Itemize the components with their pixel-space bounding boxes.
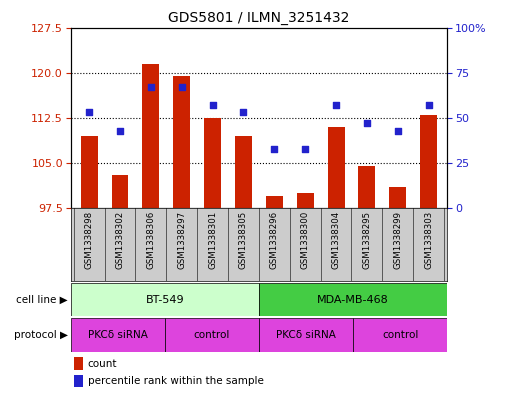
Text: MDA-MB-468: MDA-MB-468 [317, 295, 389, 305]
Point [332, 102, 340, 108]
Point [239, 109, 247, 116]
Bar [327, 127, 345, 208]
Point [363, 120, 371, 127]
Bar [74, 357, 83, 369]
Text: PKCδ siRNA: PKCδ siRNA [88, 330, 147, 340]
Point [177, 84, 186, 90]
Text: GSM1338302: GSM1338302 [116, 211, 124, 270]
Text: cell line ▶: cell line ▶ [16, 295, 68, 305]
Point [146, 84, 155, 90]
Point [85, 109, 93, 116]
Point [208, 102, 217, 108]
Point [116, 127, 124, 134]
Text: GSM1338306: GSM1338306 [146, 211, 155, 270]
Bar [353, 318, 447, 352]
Bar [358, 166, 376, 208]
Text: GSM1338304: GSM1338304 [332, 211, 340, 270]
Text: GSM1338296: GSM1338296 [270, 211, 279, 269]
Text: control: control [194, 330, 230, 340]
Bar [71, 283, 259, 316]
Point [270, 145, 279, 152]
Bar [71, 318, 165, 352]
Bar [420, 115, 437, 208]
Text: GSM1338300: GSM1338300 [301, 211, 310, 270]
Text: GSM1338301: GSM1338301 [208, 211, 217, 270]
Text: GSM1338297: GSM1338297 [177, 211, 186, 269]
Bar [259, 283, 447, 316]
Bar [266, 196, 283, 208]
Bar [142, 64, 160, 208]
Bar [259, 318, 353, 352]
Bar [173, 76, 190, 208]
Bar [297, 193, 314, 208]
Bar [74, 375, 83, 387]
Text: GSM1338299: GSM1338299 [393, 211, 402, 269]
Text: PKCδ siRNA: PKCδ siRNA [276, 330, 336, 340]
Bar [204, 118, 221, 208]
Text: protocol ▶: protocol ▶ [14, 330, 68, 340]
Bar [165, 318, 259, 352]
Bar [81, 136, 98, 208]
Text: control: control [382, 330, 418, 340]
Bar [389, 187, 406, 208]
Bar [111, 175, 129, 208]
Bar [235, 136, 252, 208]
Text: GSM1338305: GSM1338305 [239, 211, 248, 270]
Text: BT-549: BT-549 [145, 295, 184, 305]
Point [301, 145, 310, 152]
Text: GSM1338295: GSM1338295 [362, 211, 371, 269]
Point [394, 127, 402, 134]
Point [425, 102, 433, 108]
Text: count: count [87, 358, 117, 369]
Text: GSM1338303: GSM1338303 [424, 211, 433, 270]
Text: GSM1338298: GSM1338298 [85, 211, 94, 269]
Title: GDS5801 / ILMN_3251432: GDS5801 / ILMN_3251432 [168, 11, 349, 25]
Text: percentile rank within the sample: percentile rank within the sample [87, 376, 264, 386]
